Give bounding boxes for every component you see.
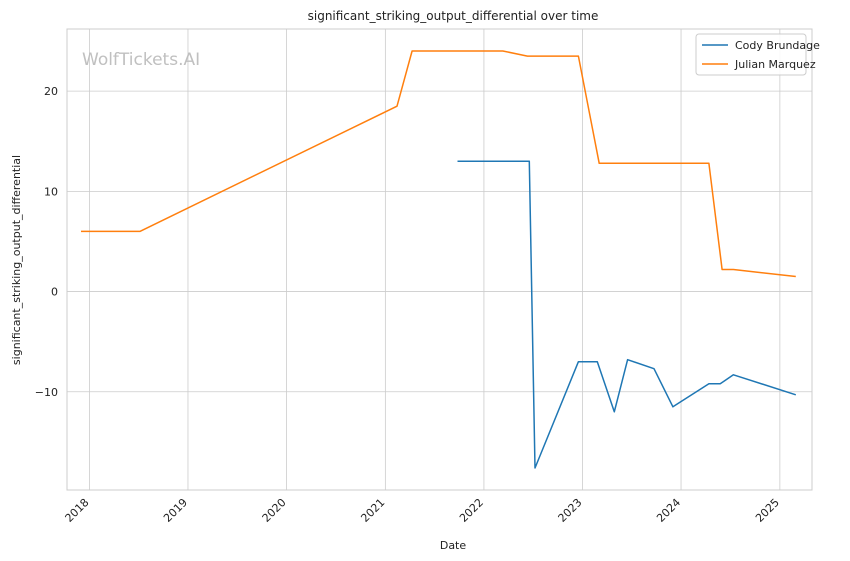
x-tick-label: 2021 (358, 496, 387, 525)
watermark: WolfTickets.AI (82, 50, 200, 70)
x-axis-label: Date (440, 539, 467, 552)
plot-frame (66, 28, 813, 491)
x-tick-label: 2022 (457, 496, 486, 525)
series-line-julian-marquez (81, 50, 796, 278)
x-tick-label: 2020 (260, 496, 289, 525)
x-tick-label: 2025 (753, 496, 782, 525)
y-tick-label: 20 (44, 85, 58, 98)
legend-label-cody-brundage: Cody Brundage (735, 39, 820, 52)
y-tick-label: 10 (44, 185, 58, 198)
y-tick-label: −10 (35, 386, 58, 399)
chart-title: significant_striking_output_differential… (308, 9, 599, 23)
series-line-cody-brundage (457, 160, 797, 469)
y-tick-label: 0 (51, 286, 58, 299)
y-axis-label: significant_striking_output_differential (10, 155, 23, 365)
x-tick-label: 2024 (654, 496, 683, 525)
x-tick-label: 2023 (556, 496, 585, 525)
y-tick-labels: −10 0 10 20 (35, 85, 58, 399)
series-layer (81, 50, 797, 469)
x-tick-label: 2018 (63, 496, 92, 525)
grid-lines (67, 29, 812, 490)
x-tick-label: 2019 (161, 496, 190, 525)
legend: Cody Brundage Julian Marquez (695, 33, 820, 76)
legend-label-julian-marquez: Julian Marquez (734, 58, 816, 71)
x-tick-labels: 2018 2019 2020 2021 2022 2023 2024 2025 (63, 496, 782, 525)
